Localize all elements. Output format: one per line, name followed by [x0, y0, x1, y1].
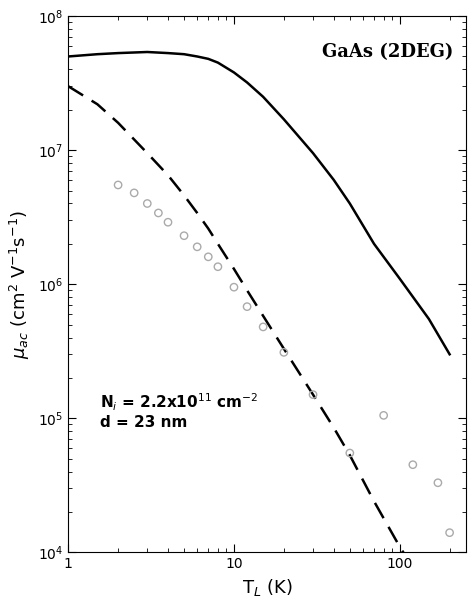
Point	[446, 528, 454, 538]
Point	[193, 242, 201, 251]
Point	[130, 188, 138, 198]
Point	[144, 199, 151, 208]
Y-axis label: $\mu_{ac}$ (cm$^2$ V$^{-1}$s$^{-1}$): $\mu_{ac}$ (cm$^2$ V$^{-1}$s$^{-1}$)	[9, 210, 32, 359]
Point	[180, 231, 188, 241]
Point	[230, 282, 238, 292]
Point	[243, 302, 251, 311]
Point	[280, 347, 288, 357]
Point	[114, 180, 122, 190]
Point	[164, 218, 172, 227]
Point	[380, 410, 387, 420]
Point	[214, 262, 222, 271]
Point	[434, 478, 442, 488]
X-axis label: T$_L$ (K): T$_L$ (K)	[242, 577, 292, 598]
Point	[204, 252, 212, 262]
Point	[309, 390, 317, 399]
Point	[155, 208, 162, 218]
Point	[259, 322, 267, 331]
Text: N$_i$ = 2.2x10$^{11}$ cm$^{-2}$
d = 23 nm: N$_i$ = 2.2x10$^{11}$ cm$^{-2}$ d = 23 n…	[100, 391, 258, 430]
Point	[346, 448, 354, 458]
Text: GaAs (2DEG): GaAs (2DEG)	[322, 43, 454, 61]
Point	[409, 460, 417, 470]
